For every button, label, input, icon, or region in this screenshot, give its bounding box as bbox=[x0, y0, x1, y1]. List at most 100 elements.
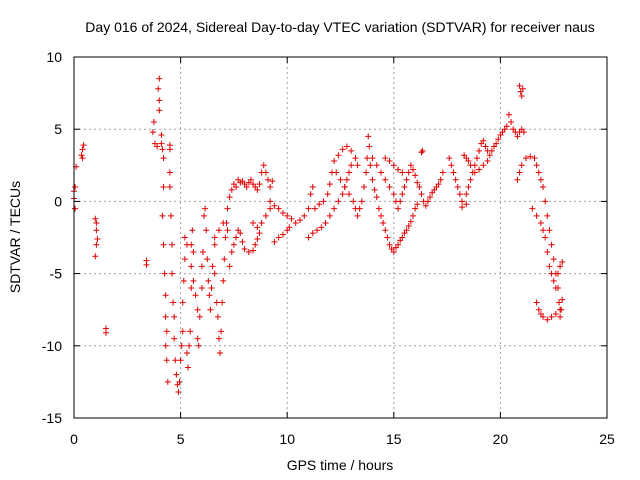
data-point bbox=[203, 227, 210, 234]
data-point bbox=[156, 107, 163, 114]
data-point bbox=[224, 227, 231, 234]
data-point bbox=[211, 241, 218, 248]
data-point bbox=[557, 313, 564, 320]
data-point bbox=[254, 186, 261, 193]
data-point bbox=[550, 277, 557, 284]
data-point bbox=[403, 176, 410, 183]
data-point bbox=[307, 191, 314, 198]
data-point bbox=[233, 183, 240, 190]
data-point bbox=[424, 198, 431, 205]
data-point bbox=[482, 143, 489, 150]
data-point bbox=[265, 176, 272, 183]
data-point bbox=[463, 191, 470, 198]
data-point bbox=[450, 169, 457, 176]
data-point bbox=[163, 328, 170, 335]
data-point bbox=[254, 235, 261, 242]
data-point bbox=[221, 256, 228, 263]
data-point bbox=[233, 234, 240, 241]
data-point bbox=[169, 270, 176, 277]
data-point bbox=[557, 263, 564, 270]
data-point bbox=[384, 234, 391, 241]
data-point bbox=[418, 191, 425, 198]
data-point bbox=[414, 201, 421, 208]
data-point bbox=[401, 183, 408, 190]
data-point bbox=[405, 222, 412, 229]
data-point bbox=[198, 285, 205, 292]
data-point bbox=[309, 183, 316, 190]
data-point bbox=[226, 194, 233, 201]
data-point bbox=[364, 155, 371, 162]
data-point bbox=[399, 191, 406, 198]
data-point bbox=[92, 253, 99, 260]
data-point bbox=[260, 162, 267, 169]
data-point bbox=[222, 234, 229, 241]
data-point bbox=[228, 248, 235, 255]
data-point bbox=[540, 183, 547, 190]
data-point bbox=[533, 299, 540, 306]
data-point bbox=[162, 292, 169, 299]
data-point bbox=[211, 270, 218, 277]
data-point bbox=[533, 212, 540, 219]
data-point bbox=[463, 201, 470, 208]
data-point bbox=[296, 217, 303, 224]
data-point bbox=[250, 247, 257, 254]
data-point bbox=[365, 133, 372, 140]
data-point bbox=[403, 227, 410, 234]
data-point bbox=[190, 277, 197, 284]
data-point bbox=[465, 183, 472, 190]
data-point bbox=[522, 155, 529, 162]
data-point bbox=[220, 220, 227, 227]
data-point bbox=[204, 256, 211, 263]
data-point bbox=[516, 169, 523, 176]
data-point bbox=[292, 220, 299, 227]
data-point bbox=[395, 205, 402, 212]
data-point bbox=[395, 166, 402, 173]
data-point bbox=[305, 205, 312, 212]
data-point bbox=[94, 235, 101, 242]
data-point bbox=[201, 212, 208, 219]
y-tick-label: 5 bbox=[54, 121, 62, 137]
data-point bbox=[275, 205, 282, 212]
data-point bbox=[503, 123, 510, 130]
data-point bbox=[72, 183, 79, 190]
data-point bbox=[335, 198, 342, 205]
data-point bbox=[187, 328, 194, 335]
data-point bbox=[548, 241, 555, 248]
data-point bbox=[166, 169, 173, 176]
data-point bbox=[354, 162, 361, 169]
data-point bbox=[399, 234, 406, 241]
data-point bbox=[209, 263, 216, 270]
data-point bbox=[267, 198, 274, 205]
data-point bbox=[493, 140, 500, 147]
data-point bbox=[217, 350, 224, 357]
y-tick-label: -10 bbox=[42, 338, 62, 354]
data-point bbox=[373, 194, 380, 201]
data-point bbox=[166, 146, 173, 153]
data-point bbox=[269, 178, 276, 185]
data-point bbox=[518, 92, 525, 99]
data-point bbox=[218, 328, 225, 335]
data-point bbox=[544, 316, 551, 323]
data-point bbox=[211, 234, 218, 241]
data-point bbox=[262, 169, 269, 176]
grid-lines bbox=[74, 57, 607, 418]
chart-title: Day 016 of 2024, Sidereal Day-to-day VTE… bbox=[85, 19, 594, 35]
data-point bbox=[369, 176, 376, 183]
y-axis-label: SDTVAR / TECUs bbox=[7, 181, 23, 293]
x-tick-label: 5 bbox=[177, 431, 185, 447]
data-point bbox=[158, 131, 165, 138]
data-point bbox=[412, 205, 419, 212]
data-point bbox=[505, 111, 512, 118]
data-point bbox=[188, 285, 195, 292]
data-point bbox=[163, 357, 170, 364]
data-point bbox=[409, 166, 416, 173]
data-point bbox=[465, 157, 472, 164]
data-point bbox=[419, 147, 426, 154]
data-point bbox=[326, 212, 333, 219]
y-tick-label: 10 bbox=[46, 49, 62, 65]
data-point bbox=[228, 186, 235, 193]
data-point bbox=[324, 191, 331, 198]
data-point bbox=[559, 259, 566, 266]
data-point bbox=[177, 357, 184, 364]
data-point bbox=[309, 230, 316, 237]
